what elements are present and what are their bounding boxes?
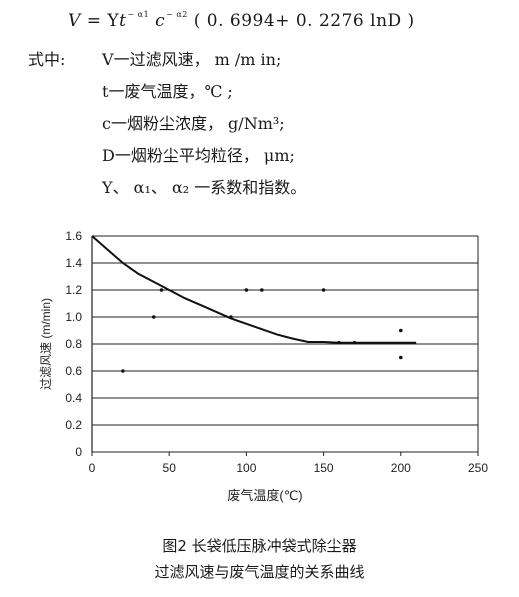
definition-row: t一废气温度，℃ ; (28, 76, 306, 108)
definition-text: 一过滤风速， m /m in; (113, 50, 282, 69)
data-point (260, 288, 264, 292)
formula-lhs: V (68, 11, 81, 31)
definition-symbol: t (102, 82, 109, 101)
y-tick-label: 0.2 (65, 418, 82, 432)
data-point (159, 288, 164, 292)
data-point (337, 340, 341, 345)
y-tick-label: 1.0 (65, 310, 82, 324)
filter-velocity-chart: 0 0.2 0.4 0.6 0.8 1.0 1.2 1.4 1.6 0 50 100 150 200 250… (39, 229, 488, 503)
data-point (121, 369, 125, 373)
x-tick-label: 200 (391, 461, 411, 475)
data-point (399, 328, 403, 333)
definition-row: D一烟粉尘平均粒径， μm; (28, 140, 306, 172)
formula-equals: = (86, 11, 102, 31)
y-tick-label: 1.2 (65, 283, 82, 297)
where-label: 式中: (28, 50, 66, 69)
figure-caption-line1: 图2 长袋低压脉冲袋式除尘器 (162, 537, 357, 555)
x-axis-label: 废气温度(℃) (227, 488, 302, 503)
data-point (244, 288, 249, 292)
x-tick-label: 50 (163, 461, 177, 475)
definition-row: Y、 α₁、 α₂ 一系数和指数。 (28, 172, 306, 204)
definition-symbol: V (102, 50, 114, 69)
definition-text: Y、 α₁、 α₂ 一系数和指数。 (102, 178, 307, 197)
data-point (352, 340, 357, 345)
fit-curve-line (91, 235, 417, 344)
formula-t-exponent: − α1 (127, 10, 150, 19)
definition-symbol: c (102, 114, 111, 133)
x-tick-label: 250 (468, 461, 488, 475)
y-tick-label: 1.4 (65, 256, 82, 270)
y-tick-label: 0.6 (65, 364, 82, 378)
formula-c: c (155, 11, 166, 31)
figure-caption-line2: 过滤风速与废气温度的关系曲线 (154, 563, 365, 581)
definition-text: 一废气温度，℃ ; (108, 82, 233, 101)
x-tick-label: 150 (314, 461, 334, 475)
formula-coef: Y (107, 11, 120, 31)
y-tick-label: 1.6 (65, 229, 82, 243)
definition-text: 一烟粉尘平均粒径， μm; (114, 146, 295, 165)
x-tick-label: 100 (236, 461, 256, 475)
y-axis-label: 过滤风速 (m/min) (39, 298, 53, 390)
definitions: 式中: V一过滤风速， m /m in; t一废气温度，℃ ; c一烟粉尘浓度， … (28, 44, 306, 204)
y-tick-label: 0.8 (65, 337, 82, 351)
definition-symbol: D (102, 146, 115, 165)
data-point (229, 315, 233, 319)
data-point (321, 288, 326, 292)
formula-t: t (119, 11, 127, 31)
definition-text: 一烟粉尘浓度， g/Nm³; (110, 114, 285, 133)
formula-tail: ( 0. 6994+ 0. 2276 lnD ) (193, 11, 415, 31)
definition-row: 式中: V一过滤风速， m /m in; (28, 44, 306, 76)
definition-row: c一烟粉尘浓度， g/Nm³; (28, 108, 306, 140)
x-tick-label: 0 (89, 461, 96, 475)
y-tick-label: 0 (75, 445, 82, 459)
y-tick-label: 0.4 (65, 391, 82, 405)
formula-c-exponent: − α2 (166, 10, 188, 19)
data-point (151, 315, 156, 319)
data-point (399, 355, 403, 360)
formula: V = Yt− α1 c− α2 ( 0. 6994+ 0. 2276 lnD … (68, 10, 415, 31)
